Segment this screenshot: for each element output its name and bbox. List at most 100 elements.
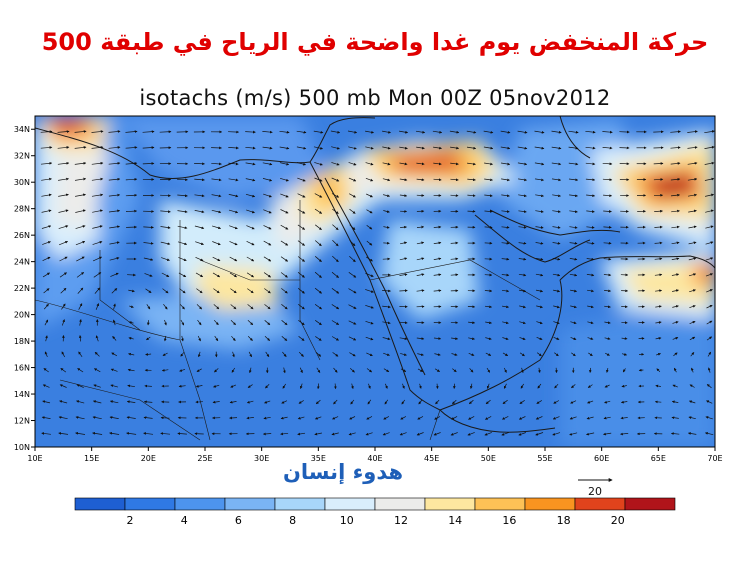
lon-tick-label: 45E — [424, 454, 439, 463]
lon-tick-label: 15E — [84, 454, 99, 463]
wind-vector — [621, 321, 628, 324]
colorbar-label: 8 — [289, 514, 296, 527]
wind-vector — [486, 383, 490, 389]
colorbar-label: 16 — [502, 514, 516, 527]
colorbar-label: 14 — [448, 514, 462, 527]
wind-vector — [706, 400, 713, 404]
wind-vector — [348, 288, 357, 294]
wind-vector — [195, 384, 203, 388]
wind-vector — [670, 177, 681, 181]
wind-vector — [501, 416, 509, 420]
wind-vector — [449, 130, 460, 134]
wind-vector — [161, 272, 170, 278]
wind-vector — [112, 335, 117, 341]
wind-vector — [349, 367, 355, 373]
wind-vector — [621, 337, 628, 340]
wind-vector — [434, 353, 441, 356]
wind-vector — [40, 161, 53, 165]
wind-vector — [586, 432, 595, 436]
wind-vector — [502, 305, 510, 309]
wind-vector — [706, 336, 713, 341]
wind-vector — [468, 399, 474, 405]
wind-vector — [399, 289, 408, 293]
wind-vector — [231, 367, 235, 373]
wind-vector — [452, 399, 457, 405]
wind-vector — [228, 146, 239, 150]
wind-vector — [262, 432, 272, 436]
wind-vector — [263, 416, 271, 420]
lat-tick-label: 32N — [14, 152, 30, 161]
wind-vector — [586, 194, 596, 198]
wind-vector — [467, 162, 476, 166]
wind-vector — [688, 257, 697, 261]
wind-vector — [603, 241, 612, 245]
wind-vector — [707, 367, 711, 373]
wind-vector — [229, 241, 238, 246]
wind-vector — [349, 193, 356, 198]
wind-vector — [670, 432, 680, 436]
wind-vector — [42, 400, 51, 404]
wind-vector — [688, 209, 697, 213]
wind-vector — [212, 272, 221, 278]
wind-vector — [280, 209, 289, 214]
wind-vector — [281, 400, 288, 404]
wind-vector — [127, 384, 135, 388]
wind-vector — [314, 193, 323, 198]
wind-vector — [537, 367, 541, 374]
wind-vector — [568, 146, 579, 150]
wind-vector — [143, 225, 154, 229]
wind-vector — [502, 337, 509, 341]
wind-vector — [433, 257, 442, 261]
wind-vector — [94, 351, 100, 357]
wind-vector — [264, 304, 271, 310]
wind-vector — [42, 241, 51, 245]
wind-vector — [399, 337, 408, 341]
wind-vector — [416, 337, 425, 340]
wind-vector — [143, 400, 153, 404]
wind-vector — [366, 209, 373, 214]
wind-vector — [536, 352, 542, 357]
wind-vector — [671, 273, 680, 277]
wind-vector — [383, 352, 390, 356]
wind-vector — [503, 383, 507, 389]
wind-vector — [586, 226, 595, 229]
wind-vector — [585, 130, 596, 134]
wind-vector — [366, 352, 373, 357]
wind-vector — [58, 177, 70, 181]
wind-vector — [248, 367, 252, 374]
colorbar-segment — [124, 497, 176, 511]
wind-vector — [484, 178, 493, 182]
wind-vector — [348, 146, 357, 150]
wind-vector — [332, 255, 339, 263]
wind-vector — [602, 162, 613, 166]
wind-vector — [519, 352, 525, 357]
wind-vector — [571, 384, 576, 389]
wind-vector — [384, 383, 388, 389]
wind-vector — [468, 352, 475, 356]
lat-tick-label: 20N — [14, 311, 30, 320]
colorbar-label: 12 — [394, 514, 408, 527]
wind-vector — [92, 256, 103, 262]
wind-vector — [74, 130, 87, 133]
wind-vector — [181, 335, 184, 342]
lon-tick-label: 60E — [594, 454, 609, 463]
wind-vector — [331, 162, 340, 166]
wind-vector — [706, 304, 713, 309]
wind-vector — [211, 194, 222, 198]
wind-vector — [433, 162, 442, 166]
lon-tick-label: 50E — [481, 454, 496, 463]
wind-vector — [706, 384, 712, 389]
wind-vector — [501, 289, 510, 293]
wind-vector — [433, 289, 442, 293]
wind-vector — [213, 304, 220, 310]
wind-vector — [129, 305, 134, 308]
wind-vector — [43, 288, 50, 294]
wind-vector — [706, 289, 713, 293]
wind-vector — [552, 194, 561, 198]
wind-vector — [195, 241, 204, 246]
wind-vector — [196, 304, 203, 310]
wind-vector — [587, 305, 594, 309]
wind-vector — [551, 178, 562, 182]
wind-vector — [484, 289, 493, 293]
wind-vector — [534, 130, 545, 134]
